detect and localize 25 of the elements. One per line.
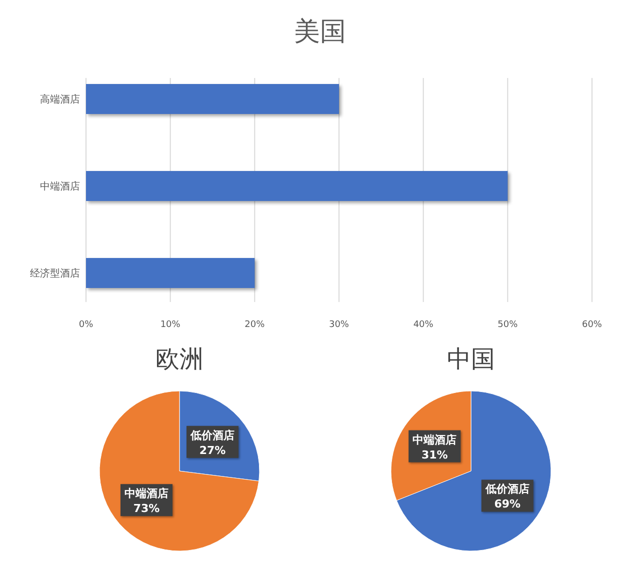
slice-label: 中端酒店 [412,433,457,446]
x-tick-label: 50% [498,320,518,330]
x-tick-label: 20% [244,320,266,330]
bar [86,170,508,202]
x-tick-label: 60% [582,320,602,330]
slice-label: 低价酒店 [190,428,235,442]
y-tick-label: 经济型酒店 [30,267,80,280]
x-tick-label: 40% [413,320,434,330]
data-label: 73% [133,502,160,516]
chart-title: 美国 [294,17,346,47]
slice-label: 中端酒店 [124,487,168,500]
data-label: 31% [421,448,448,462]
pie-slice [99,390,260,552]
data-label: 69% [494,498,521,511]
y-tick-label: 中端酒店 [40,180,80,192]
x-tick-label: 30% [328,320,350,330]
bar [86,258,255,288]
x-tick-label: 10% [160,320,181,330]
chart-title: 欧洲 [156,345,204,373]
slice-label: 低价酒店 [484,482,530,496]
data-label: 27% [199,444,226,457]
x-tick-label: 0% [78,320,94,330]
chart-title: 中国 [447,345,495,373]
bar [86,84,339,114]
y-tick-label: 高端酒店 [40,94,80,106]
